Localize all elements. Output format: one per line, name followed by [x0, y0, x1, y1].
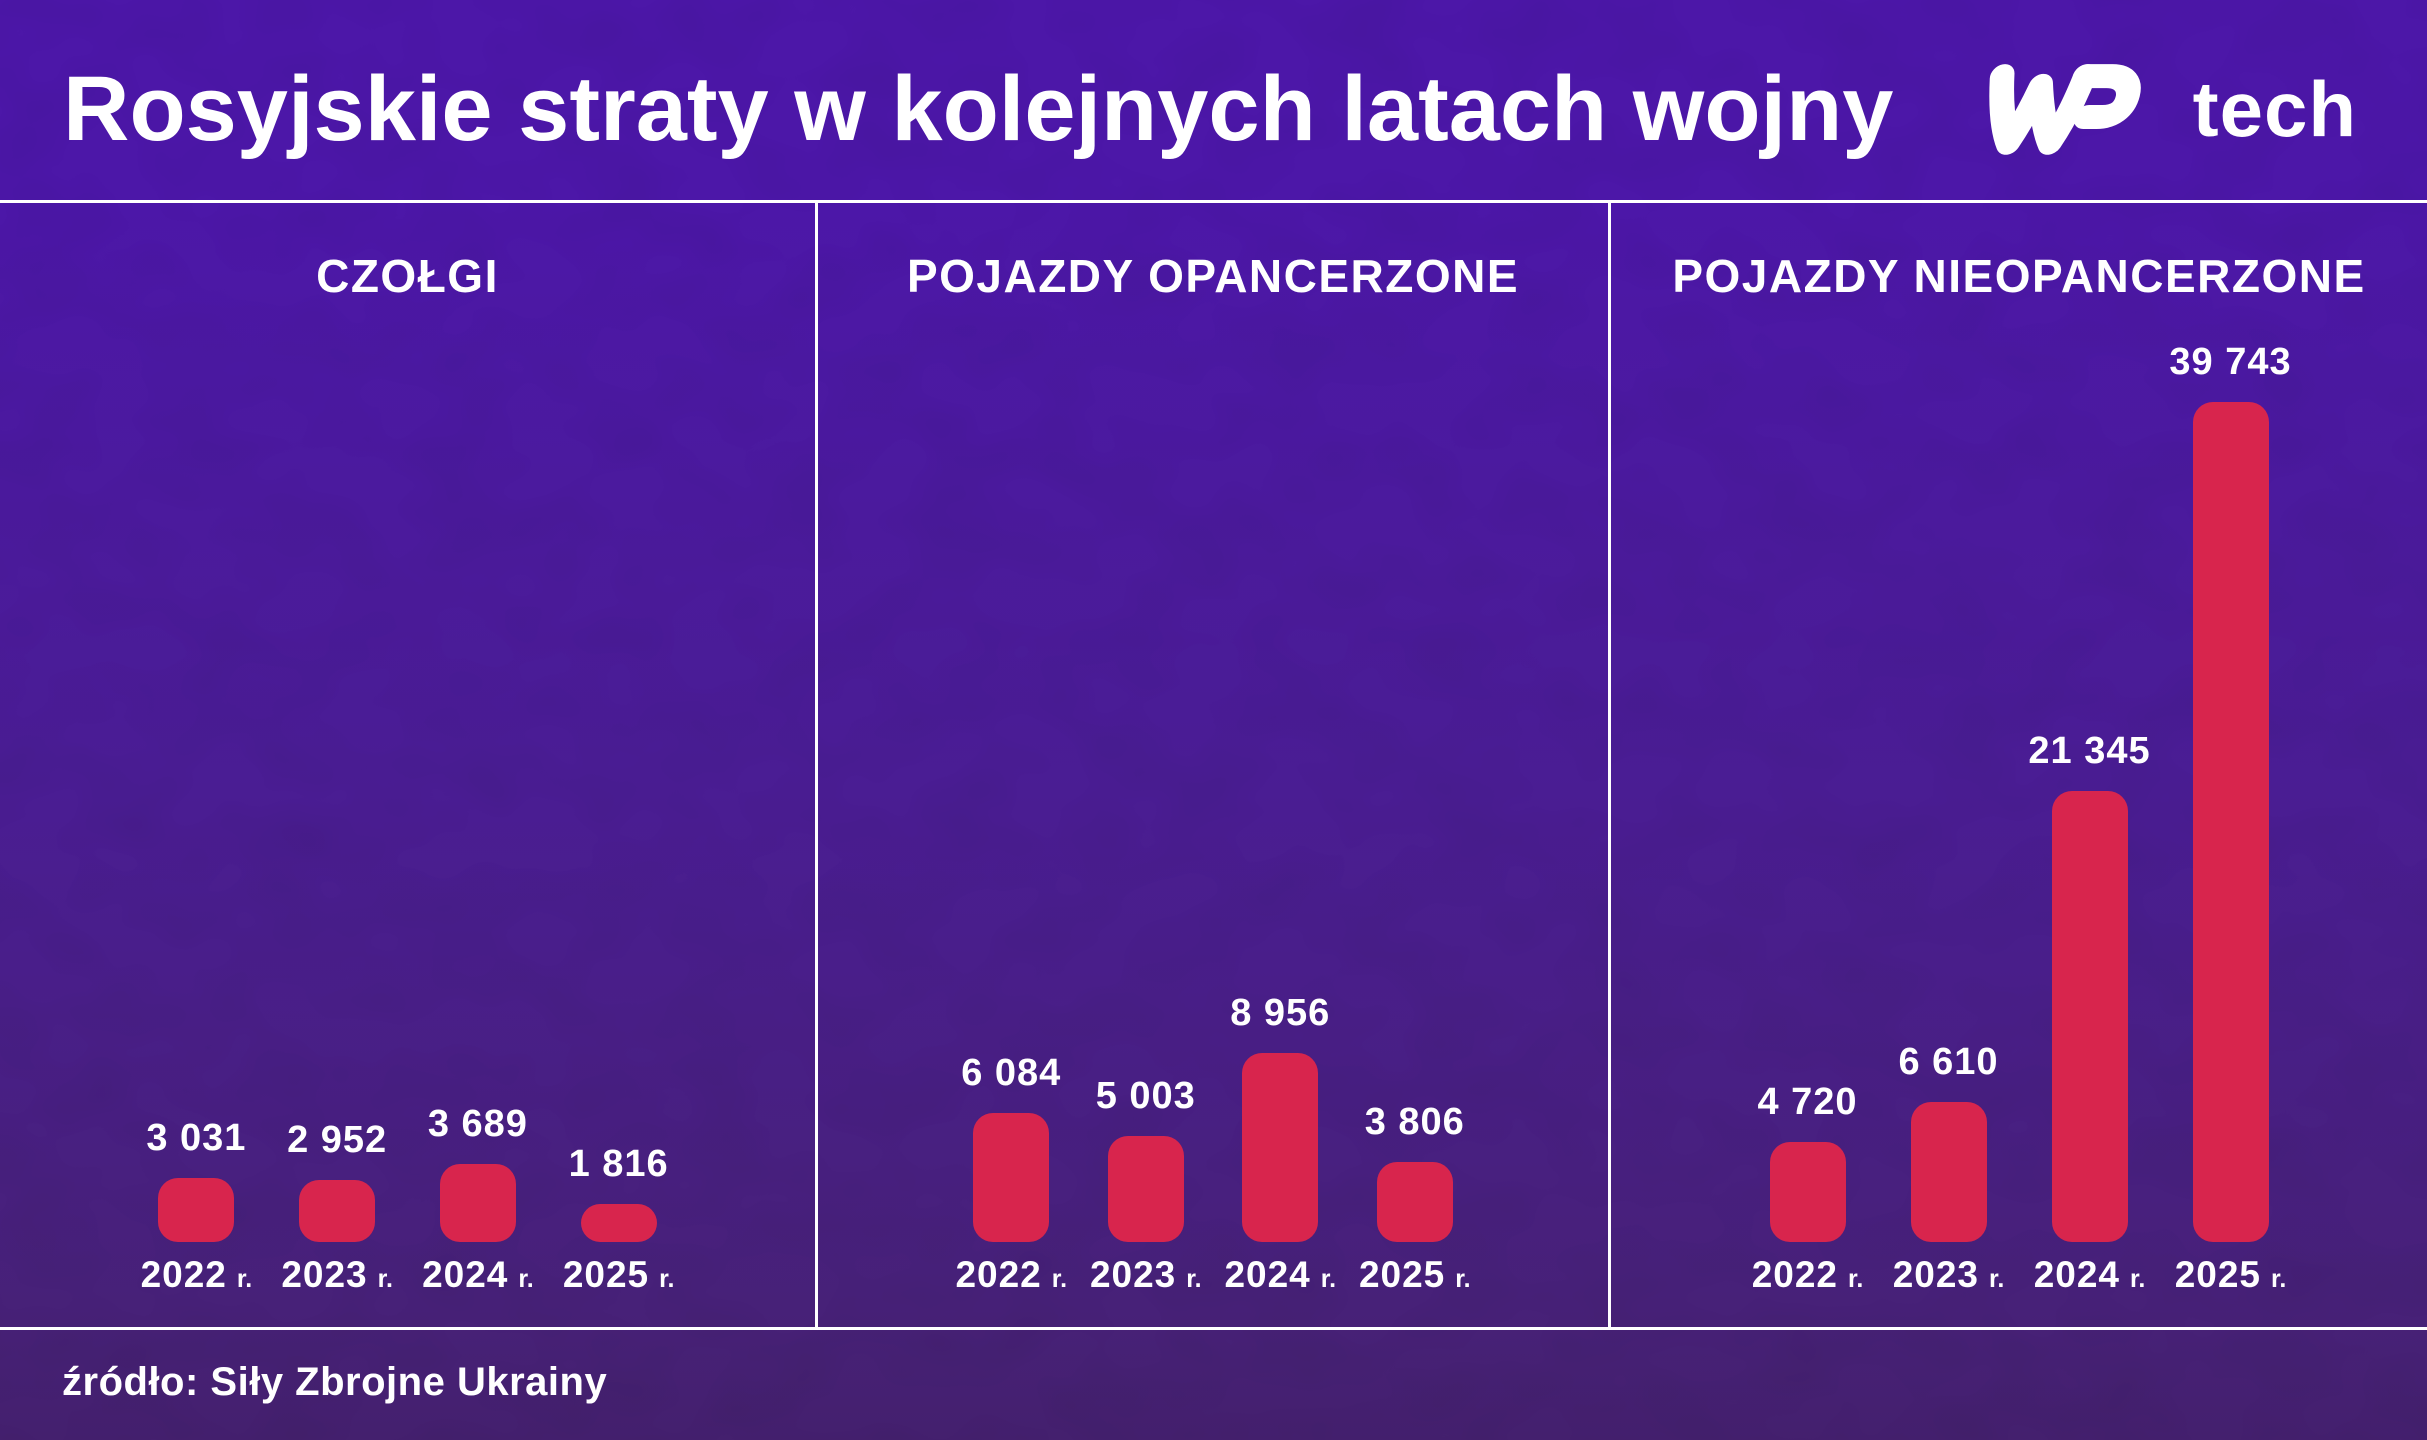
bar-value-label: 6 610 — [1898, 1041, 1999, 1083]
wp-tech-logo: tech — [1967, 56, 2367, 162]
x-axis-label: 2022 r. — [141, 1242, 253, 1327]
bar-group: 8 956 2024 r. — [1213, 303, 1348, 1327]
bar-value-label: 39 743 — [2169, 341, 2292, 383]
year-text: 2022 — [1751, 1254, 1838, 1295]
x-axis-label: 2023 r. — [1893, 1242, 2005, 1327]
year-text: 2024 — [2033, 1254, 2120, 1295]
year-text: 2024 — [422, 1254, 509, 1295]
bar — [1769, 1142, 1846, 1242]
bars-row: 6 084 2022 r. 5 003 2023 r. 8 — [818, 303, 1608, 1327]
bar-value-label: 5 003 — [1095, 1075, 1196, 1117]
x-axis-label: 2025 r. — [563, 1242, 675, 1327]
x-axis-label: 2023 r. — [281, 1242, 393, 1327]
bar-value-label: 3 689 — [427, 1103, 528, 1145]
bar-group: 2 952 2023 r. — [267, 303, 408, 1327]
bar-value-label: 4 720 — [1757, 1081, 1858, 1123]
year-suffix-text: r. — [1455, 1265, 1471, 1293]
year-text: 2023 — [1892, 1254, 1979, 1295]
bar — [158, 1178, 235, 1242]
bar-group: 3 031 2022 r. — [126, 303, 267, 1327]
bar-group: 1 816 2025 r. — [548, 303, 689, 1327]
header: Rosyjskie straty w kolejnych latach wojn… — [0, 0, 2427, 200]
bar-group: 21 345 2024 r. — [2019, 303, 2160, 1327]
bar-group: 39 743 2025 r. — [2160, 303, 2301, 1327]
x-axis-label: 2024 r. — [1224, 1242, 1336, 1327]
year-text: 2025 — [1358, 1254, 1446, 1295]
year-suffix-text: r. — [1848, 1265, 1864, 1293]
year-suffix-text: r. — [1186, 1265, 1202, 1293]
wp-logo-icon — [1967, 56, 2167, 162]
bar — [580, 1204, 657, 1242]
year-suffix-text: r. — [518, 1265, 534, 1293]
year-suffix-text: r. — [1051, 1265, 1068, 1293]
bar — [1376, 1162, 1453, 1242]
panel-title: POJAZDY NIEOPANCERZONE — [1672, 250, 2366, 302]
year-text: 2023 — [1089, 1254, 1177, 1295]
bar-value-label: 21 345 — [2028, 730, 2151, 772]
year-suffix-text: r. — [659, 1265, 675, 1293]
bar — [439, 1164, 516, 1242]
year-suffix-text: r. — [377, 1265, 393, 1293]
year-text: 2025 — [562, 1254, 650, 1295]
year-suffix-text: r. — [2271, 1265, 2287, 1293]
bar-group: 4 720 2022 r. — [1737, 303, 1878, 1327]
bar-value-label: 2 952 — [287, 1119, 388, 1161]
bar-group: 3 689 2024 r. — [408, 303, 549, 1327]
year-suffix-text: r. — [236, 1265, 253, 1293]
bar-value-label: 8 956 — [1230, 992, 1331, 1034]
year-text: 2022 — [140, 1254, 227, 1295]
bar — [2051, 791, 2128, 1242]
panel-pojazdy-opancerzone: POJAZDY OPANCERZONE 6 084 2022 r. 5 003 … — [818, 203, 1608, 1327]
panel-pojazdy-nieopancerzone: POJAZDY NIEOPANCERZONE 4 720 2022 r. 6 6… — [1611, 203, 2427, 1327]
bar-value-label: 1 816 — [568, 1143, 669, 1185]
panel-title: CZOŁGI — [316, 250, 499, 302]
year-text: 2024 — [1224, 1254, 1311, 1295]
bar-value-label: 3 806 — [1364, 1101, 1465, 1143]
year-text: 2023 — [281, 1254, 368, 1295]
panel-czolgi: CZOŁGI 3 031 2022 r. 2 952 2023 r. — [0, 203, 815, 1327]
panel-title: POJAZDY OPANCERZONE — [906, 250, 1520, 302]
source-text: źródło: Siły Zbrojne Ukrainy — [62, 1359, 608, 1404]
x-axis-label: 2025 r. — [1359, 1242, 1471, 1327]
year-text: 2025 — [2174, 1254, 2261, 1295]
bar — [1910, 1102, 1987, 1242]
bar-group: 6 610 2023 r. — [1878, 303, 2019, 1327]
bar — [1242, 1053, 1319, 1242]
bar-group: 3 806 2025 r. — [1348, 303, 1483, 1327]
bars-row: 4 720 2022 r. 6 610 2023 r. 21 — [1611, 303, 2427, 1327]
year-suffix-text: r. — [2130, 1265, 2146, 1293]
year-suffix-text: r. — [1989, 1265, 2005, 1293]
bar-value-label: 6 084 — [961, 1052, 1062, 1094]
footer: źródło: Siły Zbrojne Ukrainy — [0, 1330, 2427, 1434]
x-axis-label: 2023 r. — [1090, 1242, 1202, 1327]
x-axis-label: 2025 r. — [2175, 1242, 2287, 1327]
bar — [1107, 1136, 1184, 1242]
year-suffix-text: r. — [1320, 1265, 1337, 1293]
x-axis-label: 2024 r. — [422, 1242, 534, 1327]
bar — [299, 1180, 376, 1242]
bar-group: 6 084 2022 r. — [944, 303, 1079, 1327]
bar — [973, 1113, 1050, 1242]
x-axis-label: 2022 r. — [1752, 1242, 1864, 1327]
logo-suffix-text: tech — [2192, 64, 2357, 153]
year-text: 2022 — [955, 1254, 1042, 1295]
x-axis-label: 2024 r. — [2034, 1242, 2146, 1327]
bar — [2192, 402, 2269, 1242]
page-title: Rosyjskie straty w kolejnych latach wojn… — [63, 57, 1894, 160]
bar-value-label: 3 031 — [146, 1117, 247, 1159]
bars-row: 3 031 2022 r. 2 952 2023 r. 3 — [0, 303, 815, 1327]
bar-group: 5 003 2023 r. — [1079, 303, 1214, 1327]
chart-area: CZOŁGI 3 031 2022 r. 2 952 2023 r. — [0, 200, 2427, 1330]
x-axis-label: 2022 r. — [955, 1242, 1067, 1327]
